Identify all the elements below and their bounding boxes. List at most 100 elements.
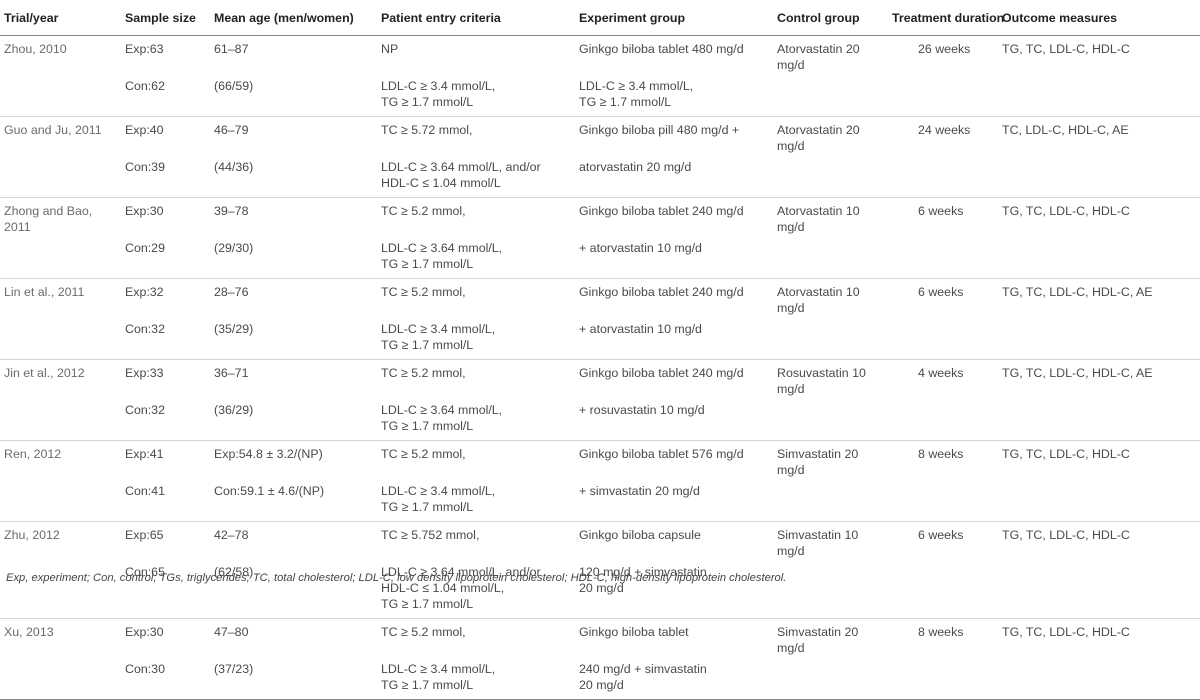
criteria-line: HDL-C ≤ 1.04 mmol/L bbox=[381, 176, 501, 190]
outcome-measures-cell: TG, TC, LDL-C, HDL-C bbox=[1002, 42, 1130, 56]
criteria-line: TG ≥ 1.7 mmol/L bbox=[381, 95, 474, 109]
mean-age-cell: 36–71 bbox=[214, 366, 249, 380]
criteria-line: LDL-C ≥ 3.64 mmol/L, bbox=[381, 241, 503, 255]
sample-size-cell: Con:39 bbox=[121, 157, 210, 198]
mean-age-cell: (35/29) bbox=[210, 319, 377, 360]
treatment-duration-cell bbox=[888, 319, 998, 360]
criteria-line: HDL-C ≤ 1.04 mmol/L, bbox=[381, 581, 505, 595]
sample-size-cell: Exp:63 bbox=[125, 42, 164, 56]
experiment-line: Ginkgo biloba tablet 240 mg/d bbox=[579, 366, 744, 380]
control-group-cell: Simvastatin 10 mg/d bbox=[777, 528, 859, 558]
table-row-control: Con:39 (44/36) LDL-C ≥ 3.64 mmol/L, and/or… bbox=[0, 157, 1200, 198]
mean-age-cell: (29/30) bbox=[210, 238, 377, 279]
entry-criteria-cell: NP bbox=[377, 36, 575, 77]
entry-criteria-cell: TC ≥ 5.2 mmol, bbox=[377, 198, 575, 239]
table-header: Trial/year Sample size Mean age (men/wom… bbox=[0, 0, 1200, 36]
outcome-measures-cell bbox=[998, 76, 1200, 117]
sample-size-cell: Exp:33 bbox=[125, 366, 164, 380]
entry-criteria-cell: LDL-C ≥ 3.4 mmol/L, TG ≥ 1.7 mmol/L bbox=[377, 481, 575, 522]
criteria-line: TC ≥ 5.2 mmol, bbox=[381, 625, 466, 639]
criteria-line: LDL-C ≥ 3.4 mmol/L, bbox=[381, 322, 496, 336]
mean-age-cell: Exp:54.8 ± 3.2/(NP) bbox=[214, 447, 323, 461]
entry-criteria-cell: LDL-C ≥ 3.64 mmol/L, TG ≥ 1.7 mmol/L bbox=[377, 400, 575, 441]
mean-age-cell: 46–79 bbox=[214, 123, 249, 137]
treatment-duration-cell: 24 weeks bbox=[918, 123, 971, 137]
outcome-measures-cell: TC, LDL-C, HDL-C, AE bbox=[1002, 123, 1129, 137]
entry-criteria-cell: LDL-C ≥ 3.4 mmol/L, TG ≥ 1.7 mmol/L bbox=[377, 659, 575, 700]
table-row-experiment: Zhong and Bao, 2011 Exp:30 39–78 TC ≥ 5.2 m… bbox=[0, 197, 1200, 279]
outcome-measures-cell bbox=[998, 238, 1200, 279]
sample-size-cell: Exp:65 bbox=[125, 528, 164, 542]
trial-year-cell: Jin et al., 2012 bbox=[0, 359, 121, 441]
experiment-group-cell: Ginkgo biloba tablet bbox=[575, 619, 773, 660]
entry-criteria-cell: TC ≥ 5.2 mmol, bbox=[377, 441, 575, 482]
control-group-cell bbox=[773, 481, 888, 522]
treatment-duration-cell: 4 weeks bbox=[918, 366, 964, 380]
control-group-cell: Atorvastatin 10 mg/d bbox=[777, 204, 860, 234]
table-row-control: Con:30 (37/23) LDL-C ≥ 3.4 mmol/L, TG ≥ 1.7… bbox=[0, 659, 1200, 700]
treatment-duration-cell: 6 weeks bbox=[918, 285, 964, 299]
experiment-line: TG ≥ 1.7 mmol/L bbox=[579, 95, 672, 109]
control-group-cell bbox=[773, 76, 888, 117]
experiment-group-cell: Ginkgo biloba tablet 240 mg/d bbox=[575, 198, 773, 239]
treatment-duration-cell bbox=[888, 76, 998, 117]
control-group-cell: Atorvastatin 10 mg/d bbox=[777, 285, 860, 315]
treatment-duration-cell: 6 weeks bbox=[918, 528, 964, 542]
criteria-line: LDL-C ≥ 3.4 mmol/L, bbox=[381, 79, 496, 93]
outcome-measures-cell bbox=[998, 481, 1200, 522]
table-row-control: Con:32 (36/29) LDL-C ≥ 3.64 mmol/L, TG ≥ 1.… bbox=[0, 400, 1200, 441]
experiment-line: Ginkgo biloba tablet 240 mg/d bbox=[579, 285, 744, 299]
entry-criteria-cell: TC ≥ 5.2 mmol, bbox=[377, 360, 575, 401]
trial-year-cell: Ren, 2012 bbox=[0, 440, 121, 522]
control-group-cell: Atorvastatin 20 mg/d bbox=[777, 42, 860, 72]
criteria-line: LDL-C ≥ 3.4 mmol/L, bbox=[381, 484, 496, 498]
entry-criteria-cell: LDL-C ≥ 3.4 mmol/L, TG ≥ 1.7 mmol/L bbox=[377, 76, 575, 117]
sample-size-cell: Con:41 bbox=[121, 481, 210, 522]
experiment-line: Ginkgo biloba tablet bbox=[579, 625, 689, 639]
sample-size-cell: Exp:41 bbox=[125, 447, 164, 461]
experiment-group-cell: Ginkgo biloba pill 480 mg/d + bbox=[575, 117, 773, 158]
experiment-group-cell: + simvastatin 20 mg/d bbox=[575, 481, 773, 522]
table-row-experiment: Guo and Ju, 2011 Exp:40 46–79 TC ≥ 5.72 mmo… bbox=[0, 116, 1200, 198]
header-trial-year: Trial/year bbox=[0, 0, 121, 36]
table-row-experiment: Jin et al., 2012 Exp:33 36–71 TC ≥ 5.2 mmol… bbox=[0, 359, 1200, 441]
entry-criteria-cell: LDL-C ≥ 3.4 mmol/L, TG ≥ 1.7 mmol/L bbox=[377, 319, 575, 360]
outcome-measures-cell bbox=[998, 400, 1200, 441]
header-treatment-duration: Treatment duration bbox=[888, 0, 1004, 36]
criteria-line: LDL-C ≥ 3.4 mmol/L, bbox=[381, 662, 496, 676]
control-group-cell: Rosuvastatin 10 mg/d bbox=[777, 366, 866, 396]
header-experiment-group: Experiment group bbox=[575, 0, 773, 36]
experiment-group-cell: atorvastatin 20 mg/d bbox=[575, 157, 773, 198]
trial-year-cell: Zhou, 2010 bbox=[0, 35, 121, 117]
criteria-line: TC ≥ 5.2 mmol, bbox=[381, 204, 466, 218]
criteria-line: TG ≥ 1.7 mmol/L bbox=[381, 500, 474, 514]
outcome-measures-cell: TG, TC, LDL-C, HDL-C, AE bbox=[1002, 285, 1153, 299]
outcome-measures-cell: TG, TC, LDL-C, HDL-C bbox=[1002, 528, 1130, 542]
sample-size-cell: Con:62 bbox=[121, 76, 210, 117]
experiment-line: Ginkgo biloba pill 480 mg/d + bbox=[579, 123, 740, 137]
experiment-line: + atorvastatin 10 mg/d bbox=[579, 322, 702, 336]
control-group-cell bbox=[773, 238, 888, 279]
mean-age-cell: (44/36) bbox=[210, 157, 377, 198]
experiment-group-cell: 240 mg/d + simvastatin 20 mg/d bbox=[575, 659, 773, 700]
experiment-group-cell: Ginkgo biloba tablet 240 mg/d bbox=[575, 279, 773, 320]
table-row-experiment: Ren, 2012 Exp:41 Exp:54.8 ± 3.2/(NP) TC ≥ 5… bbox=[0, 440, 1200, 522]
experiment-line: Ginkgo biloba tablet 240 mg/d bbox=[579, 204, 744, 218]
outcome-measures-cell: TG, TC, LDL-C, HDL-C, AE bbox=[1002, 366, 1153, 380]
experiment-line: atorvastatin 20 mg/d bbox=[579, 160, 692, 174]
mean-age-cell: 61–87 bbox=[214, 42, 249, 56]
outcome-measures-cell bbox=[998, 659, 1200, 700]
table-row-control: Con:65 (62/58) LDL-C ≥ 3.64 mmol/L, and/or… bbox=[0, 562, 1200, 619]
treatment-duration-cell bbox=[888, 157, 998, 198]
sample-size-cell: Con:29 bbox=[121, 238, 210, 279]
entry-criteria-cell: LDL-C ≥ 3.64 mmol/L, and/or HDL-C ≤ 1.04 … bbox=[377, 157, 575, 198]
experiment-group-cell: 120 mg/d + simvastatin 20 mg/d bbox=[575, 562, 773, 619]
experiment-line: 20 mg/d bbox=[579, 678, 624, 692]
table-row-experiment: Zhou, 2010 Exp:63 61–87 NP Ginkgo biloba tab… bbox=[0, 35, 1200, 117]
entry-criteria-cell: LDL-C ≥ 3.64 mmol/L, and/or HDL-C ≤ 1.04 … bbox=[377, 562, 575, 619]
entry-criteria-cell: TC ≥ 5.752 mmol, bbox=[377, 522, 575, 563]
entry-criteria-cell: TC ≥ 5.2 mmol, bbox=[377, 619, 575, 660]
control-group-cell bbox=[773, 400, 888, 441]
trial-year-cell: Lin et al., 2011 bbox=[0, 278, 121, 360]
